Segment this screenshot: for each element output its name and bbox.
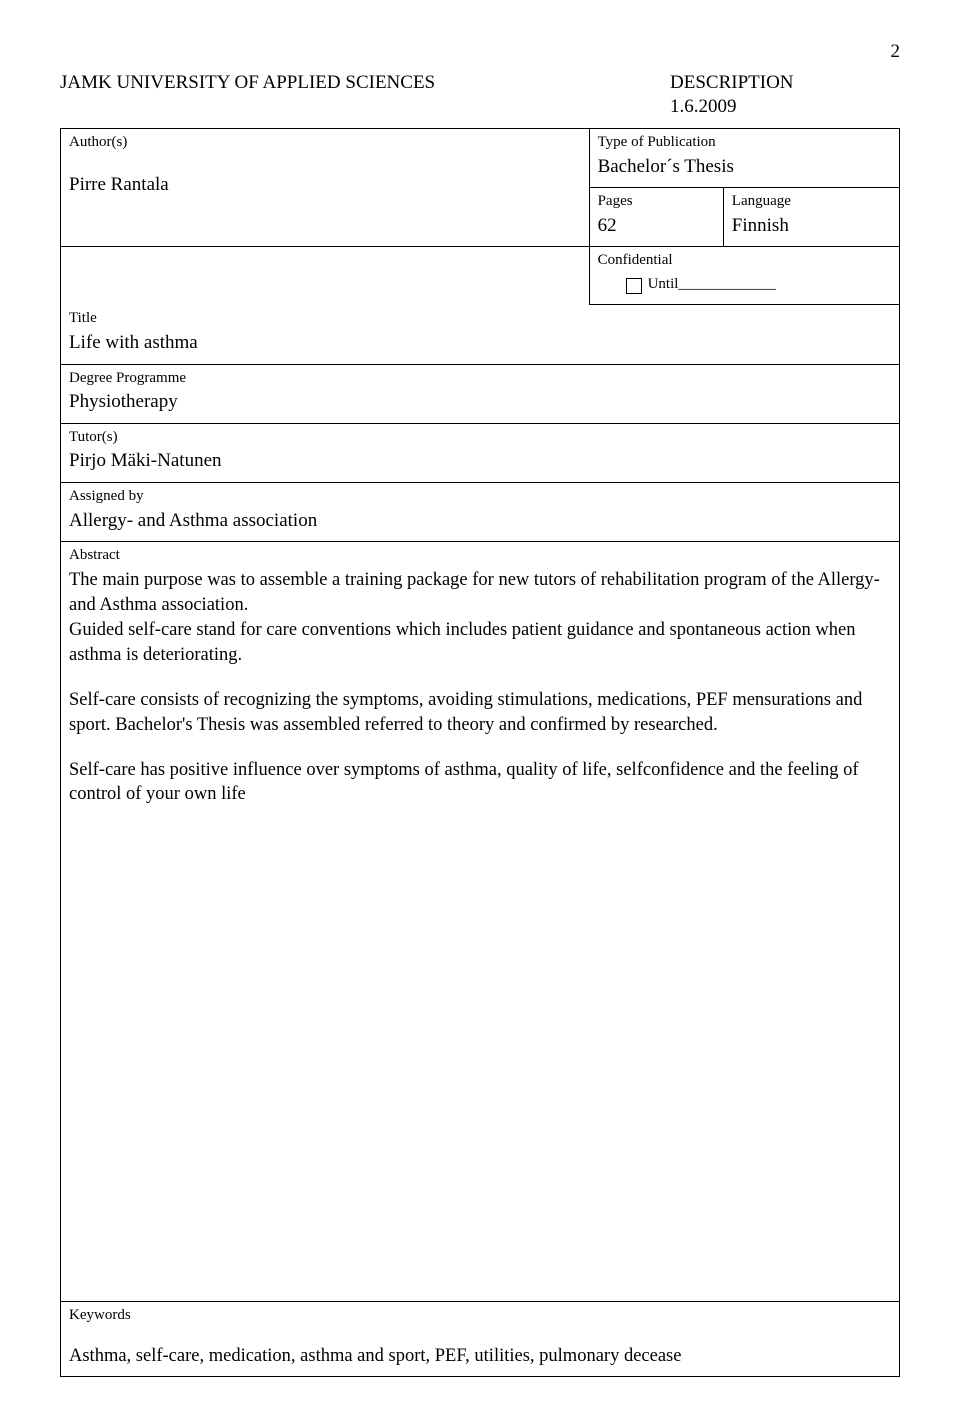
degree-programme-value: Physiotherapy <box>69 390 891 415</box>
publication-type-label: Type of Publication <box>598 133 891 153</box>
description-form-table: Author(s) Pirre Rantala Type of Publicat… <box>60 128 900 1377</box>
abstract-cell: Abstract The main purpose was to assembl… <box>61 542 900 1302</box>
doc-type: DESCRIPTION <box>670 71 900 96</box>
language-cell: Language Finnish <box>723 188 899 247</box>
keywords-label: Keywords <box>69 1306 891 1326</box>
abstract-p4: Self-care has positive influence over sy… <box>69 758 891 808</box>
until-label: Until_____________ <box>648 275 776 295</box>
pages-label: Pages <box>598 192 715 212</box>
author-cell: Author(s) Pirre Rantala <box>61 129 590 247</box>
page-number: 2 <box>60 40 900 65</box>
abstract-text: The main purpose was to assemble a train… <box>69 568 891 808</box>
assigned-by-label: Assigned by <box>69 487 891 507</box>
publication-type-value: Bachelor´s Thesis <box>598 155 891 180</box>
header-row: JAMK UNIVERSITY OF APPLIED SCIENCES DESC… <box>60 71 900 120</box>
assigned-by-value: Allergy- and Asthma association <box>69 509 891 534</box>
language-value: Finnish <box>732 214 891 239</box>
degree-programme-cell: Degree Programme Physiotherapy <box>61 364 900 423</box>
tutors-cell: Tutor(s) Pirjo Mäki-Natunen <box>61 423 900 482</box>
abstract-p1: The main purpose was to assemble a train… <box>69 568 891 618</box>
abstract-p2: Guided self-care stand for care conventi… <box>69 618 891 668</box>
pages-value: 62 <box>598 214 715 239</box>
degree-programme-label: Degree Programme <box>69 369 891 389</box>
pages-cell: Pages 62 <box>589 188 723 247</box>
institution-name: JAMK UNIVERSITY OF APPLIED SCIENCES <box>60 71 670 120</box>
confidential-label: Confidential <box>598 251 891 271</box>
keywords-value: Asthma, self-care, medication, asthma an… <box>69 1344 891 1368</box>
publication-type-cell: Type of Publication Bachelor´s Thesis <box>589 129 899 188</box>
author-label: Author(s) <box>69 133 581 153</box>
assigned-by-cell: Assigned by Allergy- and Asthma associat… <box>61 483 900 542</box>
author-value: Pirre Rantala <box>69 173 581 198</box>
title-label: Title <box>69 309 891 329</box>
confidential-cell: Confidential Until_____________ <box>589 247 899 305</box>
title-cell: Title Life with asthma <box>61 305 900 364</box>
keywords-cell: Keywords Asthma, self-care, medication, … <box>61 1302 900 1377</box>
doc-date: 1.6.2009 <box>670 95 900 120</box>
confidential-checkbox[interactable] <box>626 278 642 294</box>
title-value: Life with asthma <box>69 331 891 356</box>
abstract-p3: Self-care consists of recognizing the sy… <box>69 688 891 738</box>
header-right: DESCRIPTION 1.6.2009 <box>670 71 900 120</box>
tutors-value: Pirjo Mäki-Natunen <box>69 449 891 474</box>
tutors-label: Tutor(s) <box>69 428 891 448</box>
language-label: Language <box>732 192 891 212</box>
title-upper-cell <box>61 247 590 305</box>
abstract-label: Abstract <box>69 546 891 566</box>
